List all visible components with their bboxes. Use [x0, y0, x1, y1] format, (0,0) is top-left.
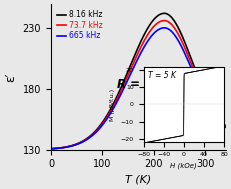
665 kHz [192, 75, 195, 77]
Line: 73.7 kHz: 73.7 kHz [51, 21, 225, 149]
73.7 kHz [219, 122, 222, 124]
665 kHz [49, 148, 52, 150]
665 kHz [143, 43, 146, 46]
8.16 kHz [143, 31, 146, 33]
X-axis label: T (K): T (K) [125, 175, 151, 185]
8.16 kHz [132, 56, 135, 58]
73.7 kHz [192, 71, 195, 73]
8.16 kHz [219, 121, 222, 123]
8.16 kHz [192, 67, 195, 69]
73.7 kHz [132, 61, 135, 63]
73.7 kHz [133, 58, 136, 61]
8.16 kHz [162, 12, 165, 14]
665 kHz [219, 123, 222, 125]
8.16 kHz [49, 148, 52, 150]
665 kHz [133, 64, 136, 66]
665 kHz [153, 31, 156, 33]
Line: 8.16 kHz: 8.16 kHz [51, 13, 225, 149]
665 kHz [132, 66, 135, 68]
Legend: 8.16 kHz, 73.7 kHz, 665 kHz: 8.16 kHz, 73.7 kHz, 665 kHz [55, 8, 105, 43]
73.7 kHz [162, 19, 165, 22]
73.7 kHz [49, 148, 52, 150]
8.16 kHz [153, 17, 156, 19]
Line: 665 kHz: 665 kHz [51, 28, 225, 149]
665 kHz [162, 27, 165, 29]
73.7 kHz [143, 37, 146, 40]
8.16 kHz [223, 125, 226, 127]
665 kHz [223, 126, 226, 128]
73.7 kHz [153, 24, 156, 26]
Y-axis label: ε′: ε′ [4, 72, 17, 82]
8.16 kHz [133, 53, 136, 56]
Text: R = Gd: R = Gd [117, 78, 162, 91]
73.7 kHz [223, 125, 226, 128]
